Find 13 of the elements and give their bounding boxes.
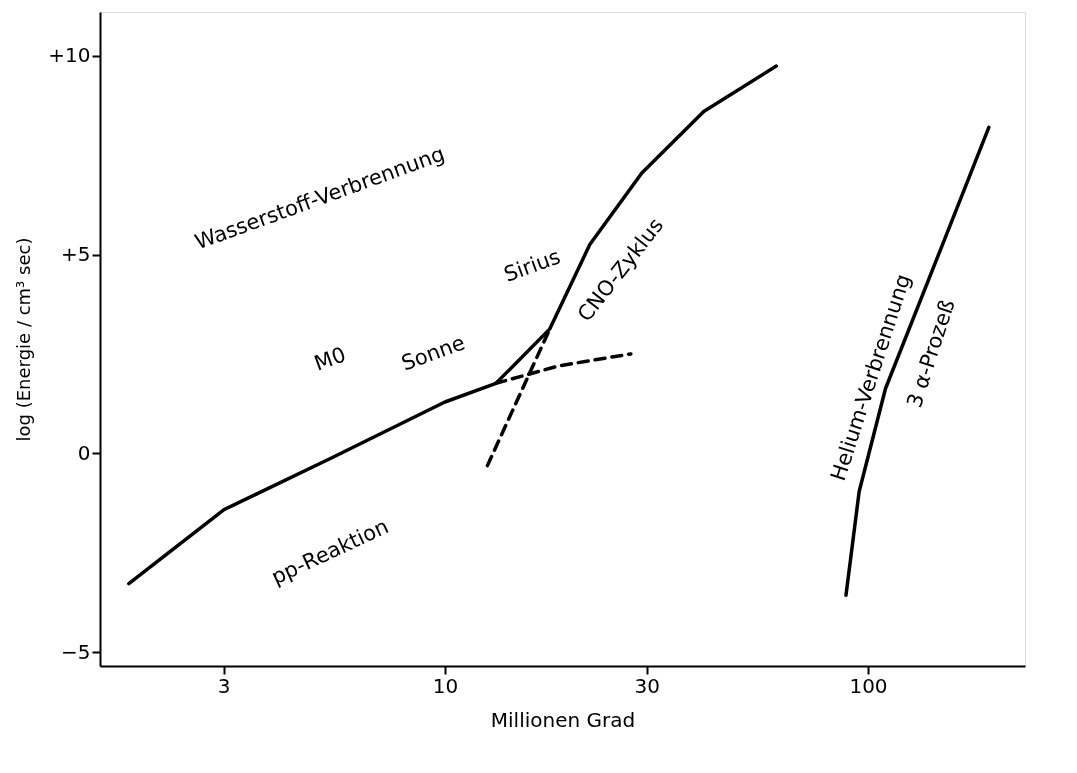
x-axis-title: Millionen Grad [490,707,636,732]
annotation: M0 [311,342,349,376]
x-tick-label: 30 [634,673,661,698]
y-tick-label: +5 [61,242,91,267]
y-tick-label: 0 [77,440,91,465]
x-tick-label: 10 [432,673,459,698]
y-tick-label: −5 [61,639,91,664]
y-tick-label: +10 [48,43,91,68]
x-tick-label: 3 [217,673,231,698]
annotation: Sirius [500,244,564,287]
annotation: Sonne [398,330,469,376]
x-tick-label: 100 [849,673,888,698]
y-axis-title: log (Energie / cm³ sec) [13,237,35,442]
